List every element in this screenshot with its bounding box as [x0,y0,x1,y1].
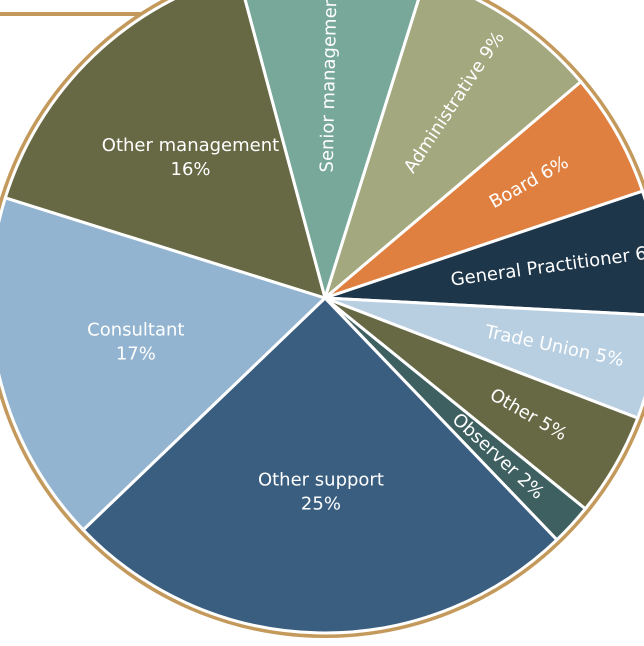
pie-slice [0,195,328,532]
slice-label: Other management 16% [102,135,279,180]
pie-slice [3,0,328,301]
value-label: 6% [634,241,644,266]
slice-label: Consultant 17% [87,319,184,364]
value-label: 25% [301,493,341,514]
pie-slice [324,189,644,317]
pie-slice [324,79,644,300]
slice-label: Senior management 9% [317,0,343,173]
value-label: 17% [116,343,156,364]
pie-slice [243,0,420,304]
pie-slice [322,0,583,303]
category-label: Other support [258,469,384,490]
category-label: Other management [102,135,279,156]
category-label: Senior management [317,0,342,173]
category-label: Consultant [87,319,184,340]
slice-label: Other support 25% [258,469,384,514]
pie-slice [81,295,559,635]
value-label: 16% [171,159,211,180]
